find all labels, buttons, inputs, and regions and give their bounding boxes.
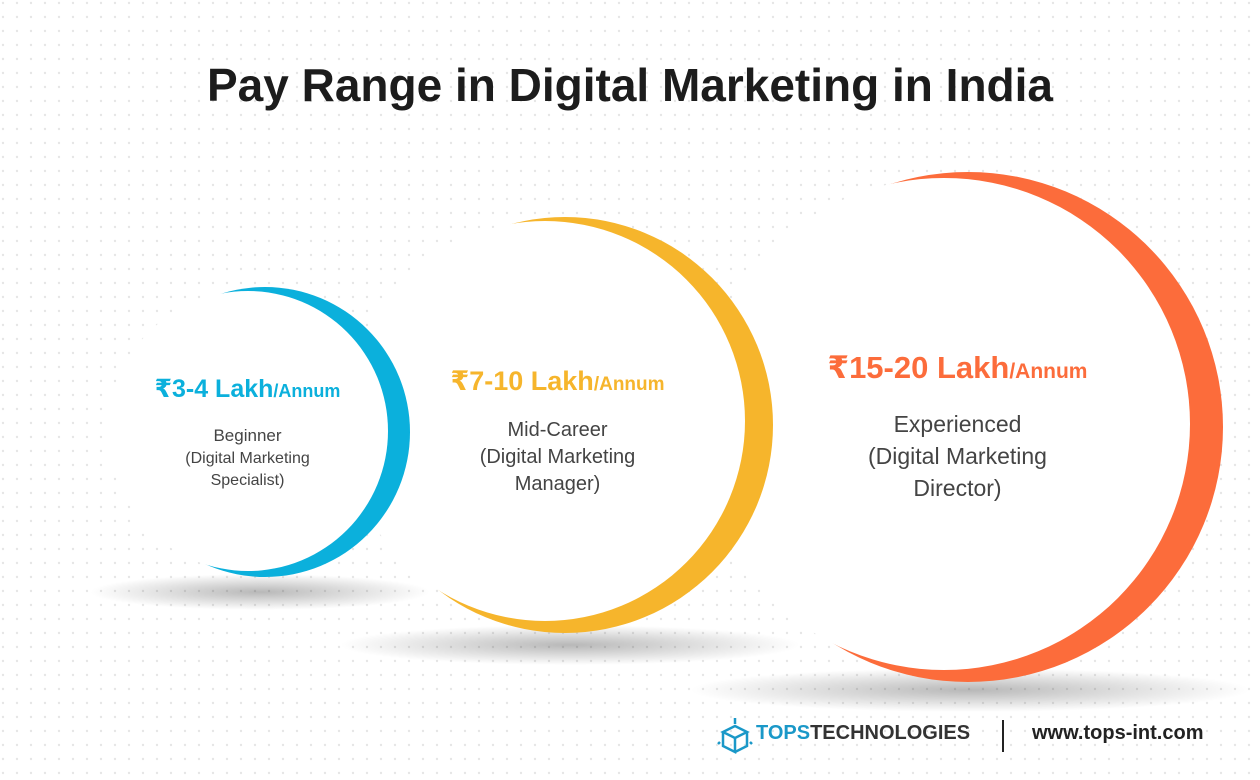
salary: ₹3-4 Lakh (154, 375, 274, 403)
brand-bold: TOPS (756, 722, 811, 744)
level-beginner: ₹3-4 Lakh/Annum Beginner (Digital Marketi… (115, 374, 380, 492)
detail: (Digital Marketing Director) (868, 443, 1047, 501)
role: Beginner (213, 426, 282, 445)
salary: ₹7-10 Lakh (450, 366, 594, 396)
level-mid: ₹7-10 Lakh/Annum Mid-Career (Digital Mark… (420, 366, 695, 498)
brand: TOPSTECHNOLOGIES (756, 722, 970, 745)
salary: ₹15-20 Lakh (827, 350, 1010, 385)
unit: /Annum (593, 374, 665, 395)
url: www.tops-int.com (1032, 722, 1204, 744)
role: Experienced (893, 411, 1022, 437)
level-experienced: ₹15-20 Lakh/Annum Experienced (Digital Ma… (800, 350, 1115, 504)
title: Pay Range in Digital Marketing in India (206, 59, 1054, 111)
role: Mid-Career (507, 419, 608, 441)
detail: (Digital Marketing Manager) (479, 446, 636, 495)
brand-rest: TECHNOLOGIES (810, 722, 971, 744)
detail: (Digital Marketing Specialist) (185, 450, 310, 489)
unit: /Annum (1009, 360, 1088, 383)
unit: /Annum (273, 381, 341, 401)
